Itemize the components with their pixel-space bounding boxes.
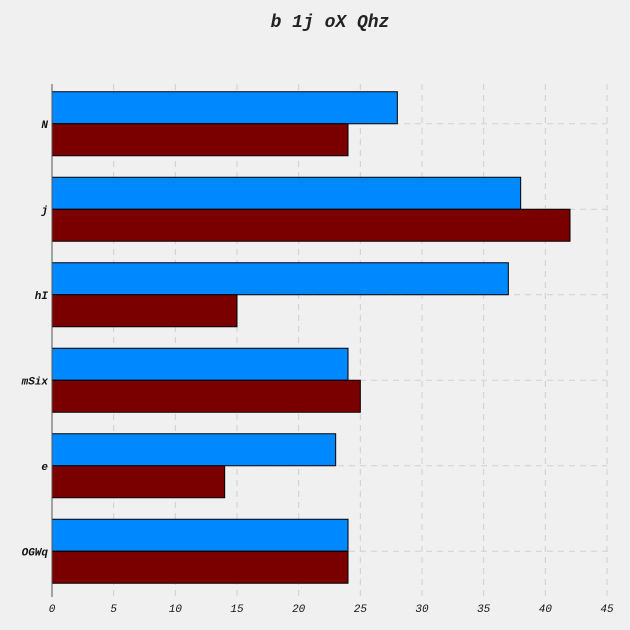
category-label: mSix (21, 376, 49, 388)
x-tick-label: 0 (49, 604, 56, 616)
bar-series-2 (51, 465, 226, 499)
bars (51, 91, 571, 584)
bar-series-1 (51, 518, 349, 552)
x-tick-label: 30 (415, 604, 429, 616)
x-tick-label: 10 (169, 604, 183, 616)
bar-series-2 (51, 550, 349, 584)
bar-series-1 (51, 347, 349, 381)
bar-series-1 (51, 433, 337, 467)
bar-series-2 (51, 123, 349, 157)
axes: 0 5 10 15 20 25 30 35 40 45 Nj hI mSix e OGWq (21, 84, 614, 616)
category-label: j (40, 205, 48, 217)
bar-series-1 (51, 176, 522, 210)
x-tick-label: 5 (110, 604, 117, 616)
category-label: N (41, 120, 48, 132)
category-label: hI (35, 291, 49, 303)
category-label: OGWq (22, 547, 49, 559)
category-label: e (41, 462, 48, 474)
x-tick-label: 45 (600, 604, 614, 616)
bar-series-2 (51, 379, 361, 413)
x-tick-label: 25 (354, 604, 368, 616)
x-tick-label: 15 (230, 604, 244, 616)
x-tick-label: 40 (539, 604, 553, 616)
bar-series-2 (51, 208, 571, 242)
bar-series-2 (51, 294, 238, 328)
x-tick-label: 20 (292, 604, 306, 616)
chart-title: b 1j oX Qhz (271, 13, 390, 33)
bar-series-1 (51, 262, 509, 296)
bar-series-1 (51, 91, 398, 125)
x-tick-label: 35 (477, 604, 491, 616)
